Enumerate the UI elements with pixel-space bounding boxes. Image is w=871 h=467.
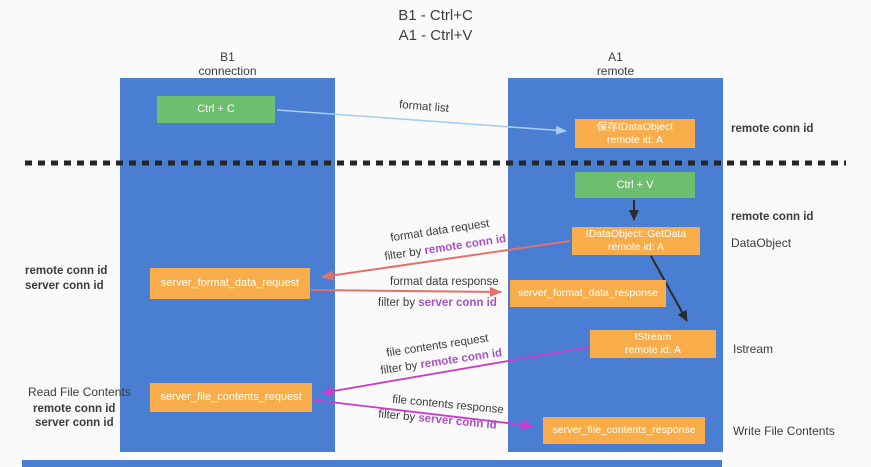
arrow-format-data-request [321,240,571,281]
arrow-file-contents-request [321,346,590,397]
node-server-file-contents-response[interactable]: server_file_contents_response [543,417,705,444]
annotation-remote-conn-id-2: remote conn id [33,403,116,415]
node-server-format-data-response[interactable]: server_format_data_response [510,280,666,307]
diagram-title: B1 - Ctrl+C A1 - Ctrl+V [0,6,871,46]
server-conn-id-text: server conn id [418,297,497,309]
node-istream[interactable]: IStream remote id: A [590,330,716,358]
annotation-server-conn-id-1: server conn id [25,280,104,292]
lane-b1-title: B1 [220,50,235,64]
annotation-istream: Istream [733,342,774,356]
node-getdata-line1: IDataObject::GetData [585,228,687,240]
arrow-format-data-response [310,286,502,297]
bottom-lane-bar [22,460,722,467]
lane-b1-subtitle: connection [198,64,257,78]
edge-label-filter-server-1: filter by server conn id [378,297,497,309]
annotation-server-conn-id-2: server conn id [35,417,114,429]
node-server-format-data-request-label: server_format_data_request [160,277,300,289]
node-server-file-contents-request-label: server_file_contents_request [160,391,302,403]
node-server-format-data-request[interactable]: server_format_data_request [150,268,310,299]
node-ctrl-c-label: Ctrl + C [197,103,235,115]
node-save-idataobject-line1: 保存IDataObject [596,120,674,133]
filter-by-text: filter by [378,297,419,309]
node-server-format-data-response-label: server_format_data_response [517,287,659,299]
node-ctrl-c[interactable]: Ctrl + C [157,96,275,123]
node-getdata-line2: remote id: A [607,241,665,253]
node-server-file-contents-request[interactable]: server_file_contents_request [150,383,312,412]
title-line-1: B1 - Ctrl+C [398,7,473,24]
node-save-idataobject-line2: remote id: A [606,133,664,146]
arrow-getdata-to-istream [650,255,688,322]
lane-a1-subtitle: remote [596,64,635,78]
title-line-2: A1 - Ctrl+V [398,27,473,44]
annotation-remote-conn-id-mid: remote conn id [731,211,814,223]
node-ctrl-v-label: Ctrl + V [616,178,654,191]
node-server-file-contents-response-label: server_file_contents_response [552,424,696,436]
node-istream-line1: IStream [634,331,672,343]
annotation-remote-conn-id-1: remote conn id [25,265,108,277]
lane-a1-title: A1 [608,50,623,64]
node-ctrl-v[interactable]: Ctrl + V [575,172,695,198]
arrow-file-contents-response [312,399,534,430]
lane-header-b1: B1 connection [120,50,335,78]
node-istream-line2: remote id: A [624,344,682,356]
annotation-write-file-contents: Write File Contents [733,424,835,438]
node-idataobject-getdata[interactable]: IDataObject::GetData remote id: A [572,227,700,255]
annotation-remote-conn-id-top: remote conn id [731,123,814,135]
annotation-read-file-contents: Read File Contents [28,385,131,399]
arrow-format-list [276,109,567,135]
lane-header-a1: A1 remote [508,50,723,78]
annotation-dataobject: DataObject [731,236,792,250]
node-save-idataobject[interactable]: 保存IDataObject remote id: A [575,119,695,148]
edge-label-format-data-response: format data response [390,276,499,288]
